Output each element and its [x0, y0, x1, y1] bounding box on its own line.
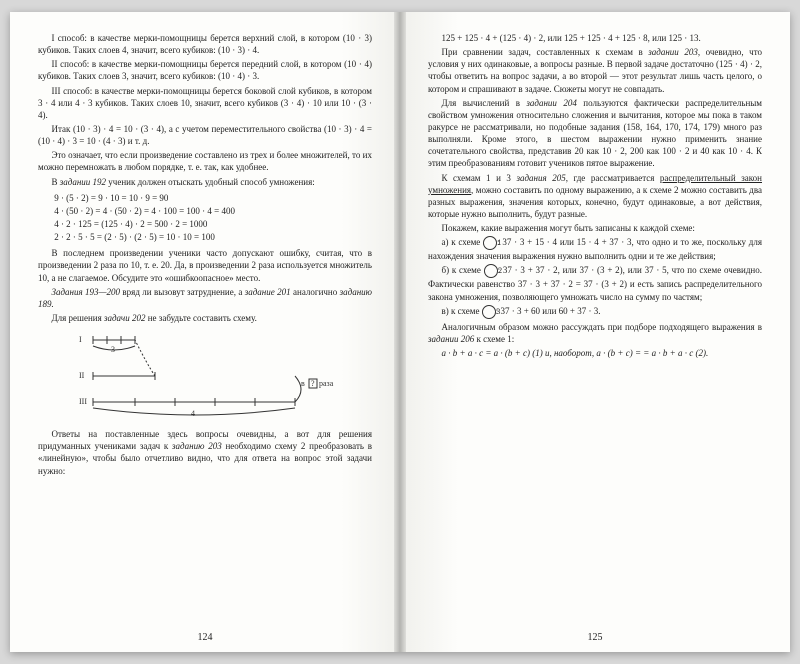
text: Для вычислений в: [442, 98, 527, 108]
text: , можно составить по одному выражению, а…: [428, 185, 762, 219]
para: Итак (10 · 3) · 4 = 10 · (3 · 4), а с уч…: [38, 123, 372, 147]
page-number: 124: [10, 631, 400, 645]
text: К схемам 1 и 3: [442, 173, 517, 183]
text: не забудьте составить схему.: [145, 313, 256, 323]
text: к схеме 1:: [474, 334, 514, 344]
circled-number: 3: [482, 305, 496, 319]
para: а) к схеме 1: 37 · 3 + 15 · 4 или 15 · 4…: [428, 236, 762, 262]
para: Задания 193—200 вряд ли вызовут затрудне…: [38, 286, 372, 310]
para: В задании 192 ученик должен отыскать удо…: [38, 176, 372, 188]
text: Для решения: [52, 313, 104, 323]
equation-block: 9 · (5 · 2) = 9 · 10 = 10 · 9 = 90 4 · (…: [54, 192, 372, 244]
svg-text:4: 4: [191, 409, 195, 418]
svg-text:I: I: [79, 335, 82, 344]
para: Это означает, что если произведение сост…: [38, 149, 372, 173]
task-ref: задании 204: [526, 98, 576, 108]
para: I способ: в качестве мерки-помощницы бер…: [38, 32, 372, 56]
equation: 4 · 2 · 125 = (125 · 4) · 2 = 500 · 2 = …: [54, 218, 372, 230]
task-ref: задачи 202: [104, 313, 146, 323]
circled-number: 2: [484, 264, 498, 278]
text: ученик должен отыскать удобный способ ум…: [106, 177, 315, 187]
para: III способ: в качестве мерки-помощницы б…: [38, 85, 372, 121]
svg-text:?: ?: [311, 379, 315, 388]
para: При сравнении задач, составленных к схем…: [428, 46, 762, 95]
svg-text:в: в: [301, 379, 305, 388]
svg-text:раза: раза: [319, 379, 334, 388]
text: : 37 · 3 + 60 или 60 + 37 · 3.: [496, 306, 601, 316]
page-left: I способ: в качестве мерки-помощницы бер…: [10, 12, 400, 652]
para: Для решения задачи 202 не забудьте соста…: [38, 312, 372, 324]
task-ref: заданию 203: [172, 441, 222, 451]
para: б) к схеме 2: 37 · 3 + 37 · 2, или 37 · …: [428, 264, 762, 302]
para: Аналогичным образом можно рассуждать при…: [428, 321, 762, 345]
page-right: 125 + 125 · 4 + (125 · 4) · 2, или 125 +…: [400, 12, 790, 652]
para: В последнем произведении ученики часто д…: [38, 247, 372, 283]
para: в) к схеме 3: 37 · 3 + 60 или 60 + 37 · …: [428, 305, 762, 319]
book-spine: [394, 12, 406, 652]
text: в) к схеме: [442, 306, 482, 316]
text: В: [52, 177, 60, 187]
svg-text:III: III: [79, 397, 87, 406]
circled-number: 1: [483, 236, 497, 250]
task-ref: Задания 193—200: [52, 287, 121, 297]
equation: 4 · (50 · 2) = 4 · (50 · 2) = 4 · 100 = …: [54, 205, 372, 217]
task-ref: задание 201: [245, 287, 291, 297]
para: Покажем, какие выражения могут быть запи…: [428, 222, 762, 234]
para: Для вычислений в задании 204 пользуются …: [428, 97, 762, 170]
para: Ответы на поставленные здесь вопросы оче…: [38, 428, 372, 477]
para: К схемам 1 и 3 задания 205, где рассматр…: [428, 172, 762, 221]
text: б) к схеме: [442, 265, 484, 275]
svg-text:II: II: [79, 371, 85, 380]
book-spread: I способ: в качестве мерки-помощницы бер…: [10, 12, 790, 652]
text: а) к схеме: [442, 237, 484, 247]
task-ref: задании 206: [428, 334, 474, 344]
text: пользуются фактически распределительным …: [428, 98, 762, 169]
text: Аналогичным образом можно рассуждать при…: [442, 322, 763, 332]
text: , где рассматривается: [566, 173, 660, 183]
scheme-diagram: I 3 II III 4: [75, 330, 335, 420]
para: II способ: в качестве мерки-помощницы бе…: [38, 58, 372, 82]
page-number: 125: [400, 631, 790, 645]
text: аналогично: [291, 287, 340, 297]
formula: a · b + a · c = a · (b + c) (1) и, наобо…: [428, 347, 762, 359]
task-ref: задании 192: [60, 177, 106, 187]
text: При сравнении задач, составленных к схем…: [442, 47, 649, 57]
task-ref: задания 205: [516, 173, 565, 183]
text: вряд ли вызовут затруднение, а: [120, 287, 245, 297]
task-ref: задании 203: [648, 47, 698, 57]
equation: 9 · (5 · 2) = 9 · 10 = 10 · 9 = 90: [54, 192, 372, 204]
equation: 2 · 2 · 5 · 5 = (2 · 5) · (2 · 5) = 10 ·…: [54, 231, 372, 243]
para: 125 + 125 · 4 + (125 · 4) · 2, или 125 +…: [428, 32, 762, 44]
